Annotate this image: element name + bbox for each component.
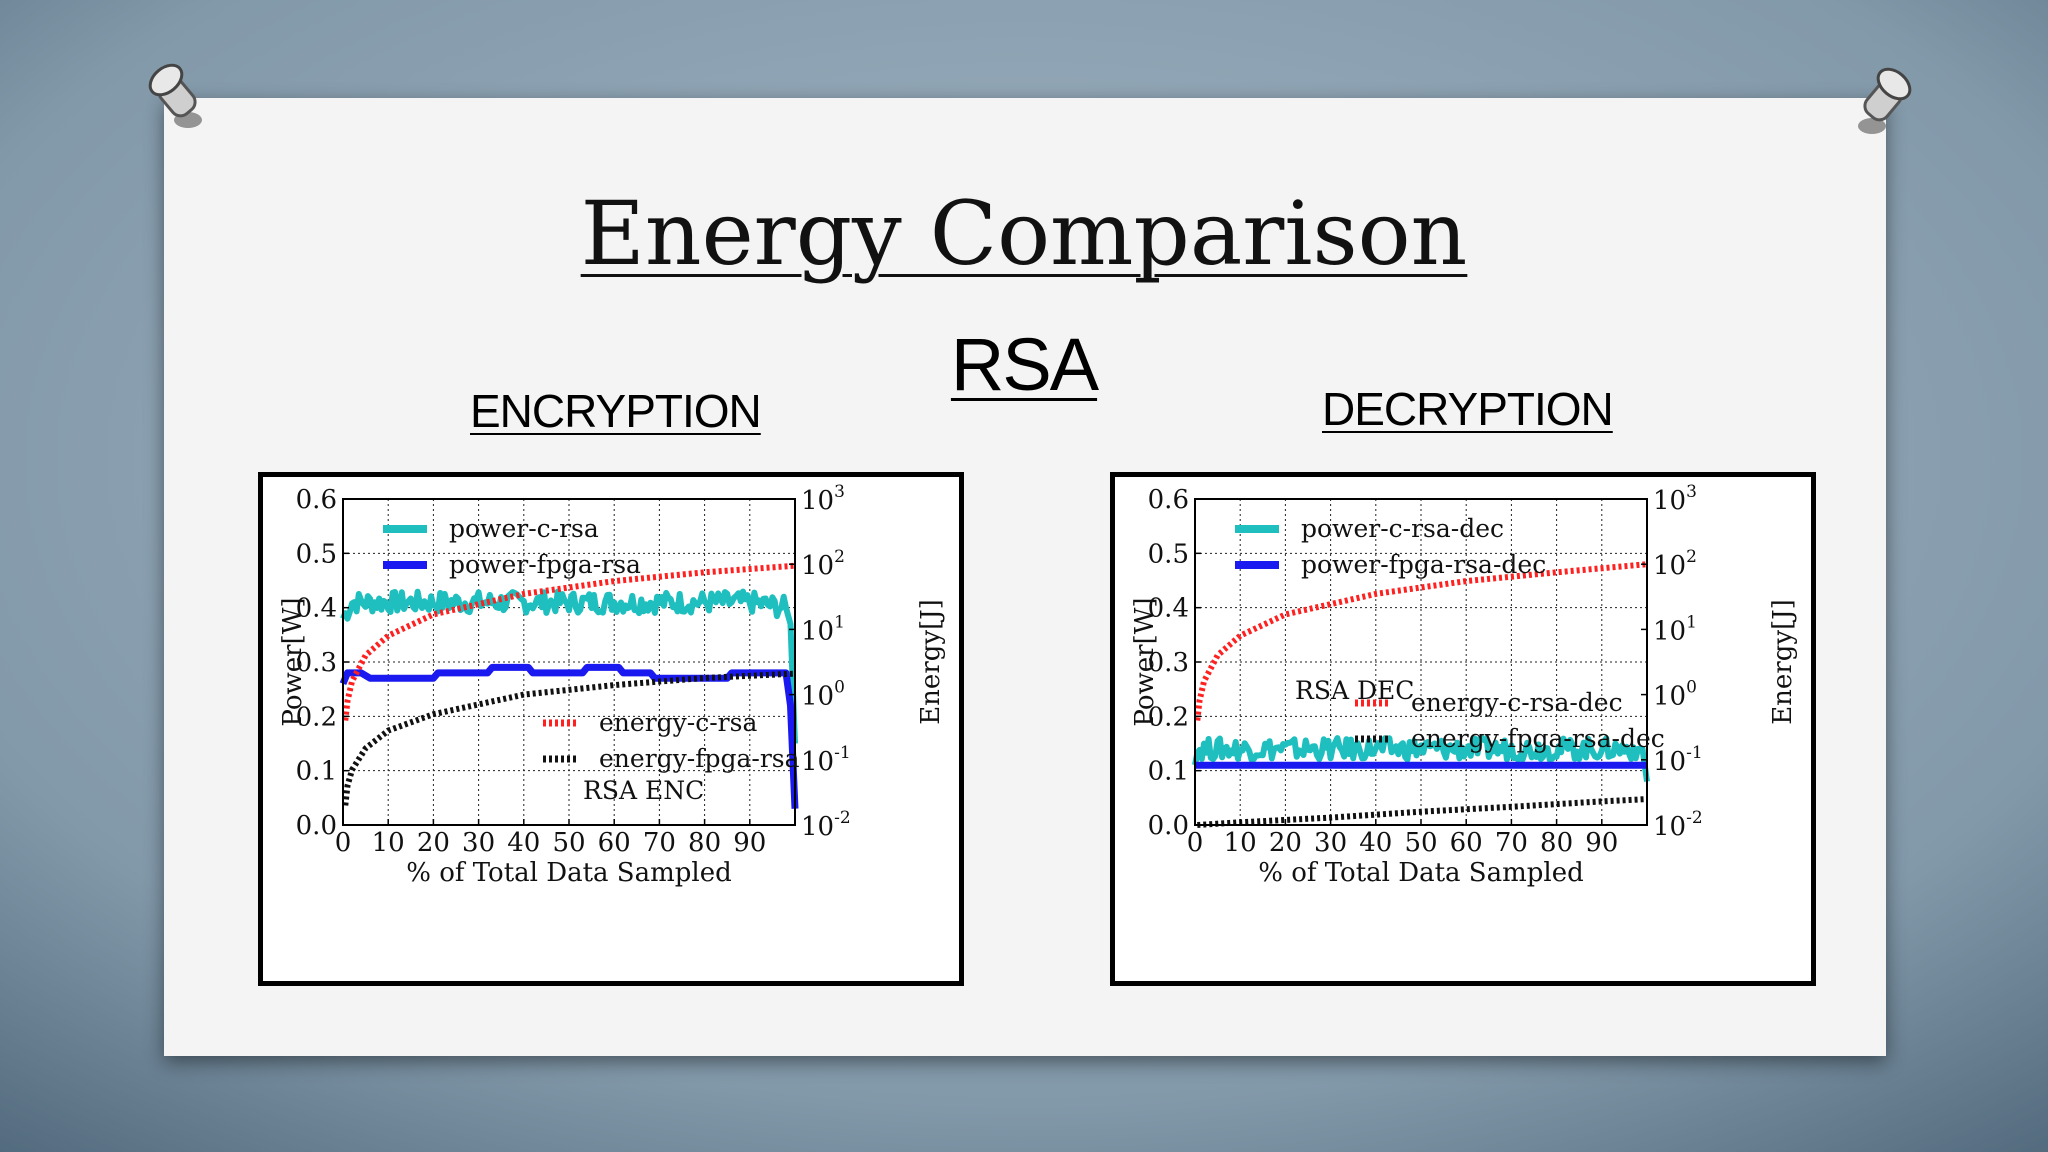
decryption-heading: DECRYPTION [1322, 383, 1614, 435]
y-tick-label: 0.3 [296, 648, 337, 678]
legend-top: power-c-rsa-dec power-fpga-rsa-dec [1235, 514, 1546, 579]
pushpin-right-icon [1858, 67, 1912, 134]
x-tick-label: 50 [1404, 828, 1437, 858]
y-tick-label: 0.6 [1148, 485, 1189, 515]
y2-tick-label: 10-2 [801, 808, 851, 842]
y-tick-label: 0.3 [1148, 648, 1189, 678]
pushpin-left-icon [148, 63, 202, 128]
y2-tick-label: 102 [801, 547, 845, 581]
y-tick-label: 0.2 [296, 702, 337, 732]
series-line-energy-c-rsa [342, 562, 796, 721]
y2-tick-label: 100 [801, 678, 845, 712]
x-tick-label: 80 [1540, 828, 1573, 858]
x-tick-label: 40 [507, 828, 540, 858]
y-tick-label: 0.5 [296, 539, 337, 569]
x-tick-label: 60 [598, 828, 631, 858]
legend-entry: energy-fpga-rsa-dec [1411, 724, 1665, 753]
y-tick-label: 0.4 [1148, 594, 1189, 624]
y2-tick-label: 10-1 [1653, 743, 1703, 777]
x-tick-label: 90 [733, 828, 766, 858]
grid [342, 498, 796, 826]
decryption-chart: 0 10 20 30 40 50 60 70 80 90 0.0 0.1 0.2 0.3 0.4 0.5 0.6… [1130, 482, 1798, 888]
y2-axis-label: Energy[J] [1768, 599, 1798, 725]
y2-tick-label: 102 [1653, 547, 1697, 581]
legend-entry: power-c-rsa-dec [1301, 514, 1504, 543]
x-tick-label: 90 [1585, 828, 1618, 858]
ticks: 0 10 20 30 40 50 60 70 80 90 0.0 0.1 0.2 0.3 0.4 0.5 0.6… [1148, 482, 1703, 858]
grid [1194, 498, 1648, 826]
y-tick-label: 0.4 [296, 594, 337, 624]
x-tick-label: 0 [1187, 828, 1204, 858]
slide-title: Energy Comparison [580, 182, 1468, 285]
y-tick-label: 0.2 [1148, 702, 1189, 732]
x-tick-label: 30 [1314, 828, 1347, 858]
x-tick-label: 70 [1495, 828, 1528, 858]
y-tick-label: 0.0 [296, 811, 337, 841]
x-tick-label: 10 [1224, 828, 1257, 858]
x-tick-label: 10 [372, 828, 405, 858]
chart-annotation: RSA DEC [1295, 676, 1414, 705]
y2-axis-label: Energy[J] [916, 599, 946, 725]
series-line-power-c-rsa [340, 588, 798, 744]
legend-entry: energy-c-rsa-dec [1411, 688, 1623, 717]
y-tick-label: 0.6 [296, 485, 337, 515]
x-tick-label: 60 [1450, 828, 1483, 858]
x-tick-label: 0 [335, 828, 352, 858]
series-line-power-fpga-rsa [339, 663, 799, 809]
legend-entry: power-c-rsa [449, 514, 599, 543]
x-axis-label: % of Total Data Sampled [406, 858, 732, 888]
x-tick-label: 80 [688, 828, 721, 858]
encryption-heading: ENCRYPTION [470, 385, 762, 437]
x-tick-label: 20 [1269, 828, 1302, 858]
slide-subtitle: RSA [950, 323, 1099, 406]
y-tick-label: 0.1 [296, 757, 337, 787]
y2-tick-label: 10-1 [801, 743, 851, 777]
series-group [339, 562, 799, 809]
y-tick-label: 0.1 [1148, 757, 1189, 787]
legend-bottom: energy-c-rsa-dec energy-fpga-rsa-dec [1355, 688, 1665, 753]
y-axis-label: Power[W] [278, 597, 308, 726]
series-line-energy-fpga-rsa [342, 670, 796, 806]
x-tick-label: 20 [417, 828, 450, 858]
encryption-chart-frame: 0 10 20 30 40 50 60 70 80 90 0.0 0.1 0.2 0.3 0.4 0.5 0.6… [258, 472, 964, 986]
x-tick-label: 40 [1359, 828, 1392, 858]
x-tick-label: 30 [462, 828, 495, 858]
legend-entry: energy-fpga-rsa [599, 744, 800, 773]
y2-tick-label: 100 [1653, 678, 1697, 712]
series-line-energy-c-rsa-dec [1194, 561, 1648, 721]
y2-tick-label: 101 [801, 612, 845, 646]
y2-tick-label: 103 [801, 482, 845, 516]
chart-annotation: RSA ENC [583, 776, 704, 805]
x-axis-label: % of Total Data Sampled [1258, 858, 1584, 888]
x-tick-label: 50 [552, 828, 585, 858]
series-line-power-c-rsa-dec [1192, 735, 1650, 782]
legend-entry: power-fpga-rsa [449, 550, 641, 579]
legend-bottom: energy-c-rsa energy-fpga-rsa [543, 708, 800, 773]
x-tick-label: 70 [643, 828, 676, 858]
legend-top: power-c-rsa power-fpga-rsa [383, 514, 641, 579]
series-line-energy-fpga-rsa-dec [1197, 796, 1648, 828]
decryption-chart-frame: 0 10 20 30 40 50 60 70 80 90 0.0 0.1 0.2 0.3 0.4 0.5 0.6… [1110, 472, 1816, 986]
ticks: 0 10 20 30 40 50 60 70 80 90 0.0 0.1 0.2 0.3 0.4 0.5 0.6… [296, 482, 851, 858]
y2-tick-label: 10-2 [1653, 808, 1703, 842]
legend-entry: power-fpga-rsa-dec [1301, 550, 1546, 579]
y-axis-label: Power[W] [1130, 597, 1160, 726]
y-tick-label: 0.0 [1148, 811, 1189, 841]
encryption-chart: 0 10 20 30 40 50 60 70 80 90 0.0 0.1 0.2 0.3 0.4 0.5 0.6… [278, 482, 946, 888]
y2-tick-label: 103 [1653, 482, 1697, 516]
legend-entry: energy-c-rsa [599, 708, 757, 737]
y-tick-label: 0.5 [1148, 539, 1189, 569]
y2-tick-label: 101 [1653, 612, 1697, 646]
